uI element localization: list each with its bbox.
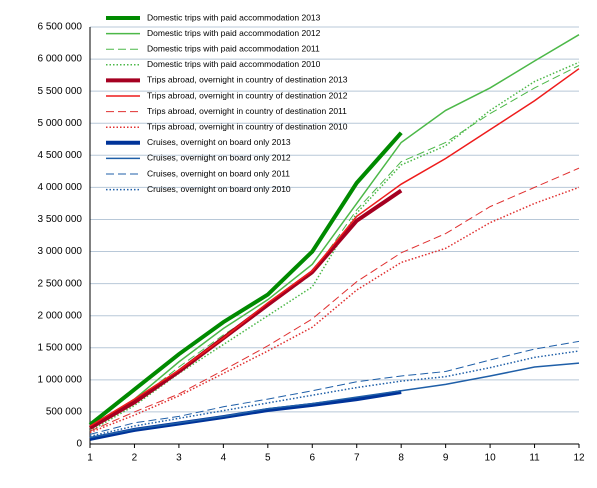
x-tick-label: 5: [265, 453, 271, 464]
series-line: [89, 65, 580, 430]
series-line: [89, 188, 403, 430]
y-tick-label: 4 500 000: [38, 150, 83, 161]
y-tick-label: 1 500 000: [38, 342, 83, 353]
x-tick-label: 11: [529, 453, 540, 464]
y-tick-label: 5 500 000: [38, 86, 83, 97]
legend-label: Trips abroad, overnight in country of de…: [147, 90, 348, 100]
legend-label: Trips abroad, overnight in country of de…: [147, 121, 348, 131]
x-tick-label: 2: [132, 453, 138, 464]
legend-label: Cruises, overnight on board only 2013: [147, 137, 291, 147]
legend-label: Domestic trips with paid accommodation 2…: [147, 28, 321, 38]
series-line: [89, 167, 580, 432]
legend-label: Domestic trips with paid accommodation 2…: [147, 12, 321, 22]
x-tick-label: 9: [443, 453, 449, 464]
legend-label: Cruises, overnight on board only 2012: [147, 153, 291, 163]
series-line: [89, 350, 580, 438]
x-tick-label: 3: [176, 453, 182, 464]
x-tick-label: 4: [221, 453, 227, 464]
legend-label: Trips abroad, overnight in country of de…: [147, 106, 347, 116]
legend-label: Domestic trips with paid accommodation 2…: [147, 43, 320, 53]
y-tick-label: 6 000 000: [38, 54, 83, 65]
series-line: [88, 131, 403, 427]
y-tick-label: 5 000 000: [38, 118, 83, 129]
y-tick-label: 4 000 000: [38, 182, 83, 193]
y-tick-label: 0: [76, 439, 82, 450]
x-tick-label: 8: [398, 453, 404, 464]
y-tick-label: 6 500 000: [38, 22, 83, 33]
series-line: [89, 34, 580, 429]
series-line: [89, 68, 580, 427]
y-tick-label: 1 000 000: [38, 374, 83, 385]
x-tick-label: 10: [485, 453, 497, 464]
legend-label: Domestic trips with paid accommodation 2…: [147, 59, 321, 69]
y-tick-label: 500 000: [46, 407, 83, 418]
legend-label: Trips abroad, overnight in country of de…: [147, 75, 348, 85]
series-line: [89, 340, 580, 435]
x-tick-label: 1: [87, 453, 93, 464]
x-tick-label: 7: [354, 453, 360, 464]
y-tick-label: 3 000 000: [38, 246, 83, 257]
series-line: [89, 362, 580, 439]
y-tick-label: 3 500 000: [38, 214, 83, 225]
legend-label: Cruises, overnight on board only 2011: [147, 168, 290, 178]
y-tick-label: 2 000 000: [38, 310, 83, 321]
x-tick-label: 6: [309, 453, 315, 464]
x-tick-label: 12: [573, 453, 585, 464]
series-line: [89, 61, 580, 432]
series-line: [89, 186, 580, 434]
y-tick-label: 2 500 000: [38, 278, 83, 289]
legend-label: Cruises, overnight on board only 2010: [147, 184, 291, 194]
